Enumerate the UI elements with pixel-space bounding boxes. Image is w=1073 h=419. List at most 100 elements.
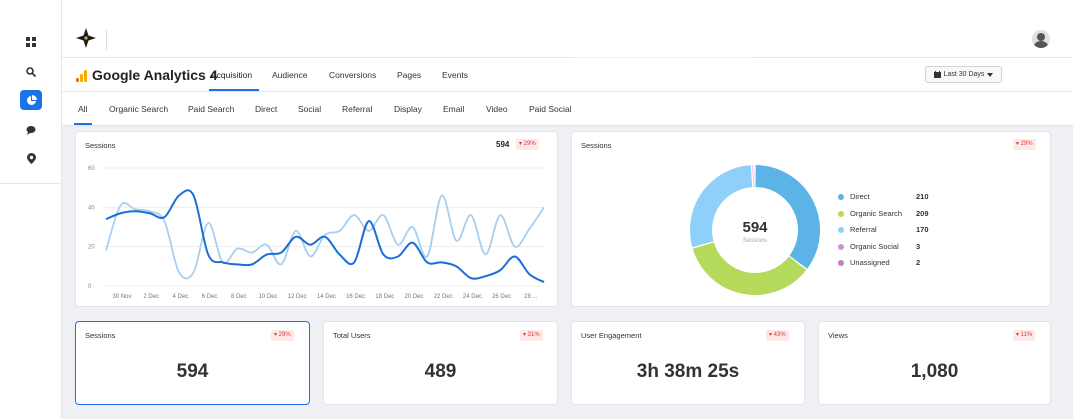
tab-pages[interactable]: Pages xyxy=(397,70,422,80)
sessions-total: 594 xyxy=(496,140,510,149)
channel-tabs: All Organic Search Paid Search Direct So… xyxy=(62,92,1073,126)
top-bar xyxy=(62,0,1073,58)
x-tick-label: 2 Dec xyxy=(143,294,159,300)
y-tick-label: 20 xyxy=(88,245,95,251)
calendar-icon xyxy=(933,71,941,78)
tab-audience[interactable]: Audience xyxy=(272,70,308,80)
report-nav: Google Analytics 4 Acquisition Audience … xyxy=(62,58,1073,92)
x-tick-label: 22 Dec xyxy=(434,294,453,300)
x-tick-label: 6 Dec xyxy=(202,294,218,300)
tab-direct[interactable]: Direct xyxy=(255,104,278,114)
user-avatar-icon[interactable] xyxy=(1032,30,1050,48)
tab-referral[interactable]: Referral xyxy=(342,104,373,114)
card-title: Sessions xyxy=(581,141,612,150)
y-tick-label: 60 xyxy=(88,166,95,172)
date-range-button[interactable]: Last 30 Days xyxy=(925,66,1002,83)
tab-events[interactable]: Events xyxy=(442,70,468,80)
tab-paid-social[interactable]: Paid Social xyxy=(529,104,572,114)
tab-paid-search[interactable]: Paid Search xyxy=(188,104,235,114)
kpi-value: 489 xyxy=(424,361,457,382)
legend-dot-icon xyxy=(838,227,844,233)
kpi-change-badge: ▾ 11% xyxy=(1013,330,1036,341)
donut-center-value: 594 xyxy=(742,219,768,236)
kpi-change-badge: ▾ 31% xyxy=(520,330,543,341)
rail-divider xyxy=(0,183,62,184)
legend-dot-icon xyxy=(838,210,844,217)
change-badge: ▾ 29% xyxy=(1013,139,1036,150)
card-title: Sessions xyxy=(85,141,116,150)
kpi-title: Total Users xyxy=(333,331,371,340)
legend-value: 170 xyxy=(916,225,929,234)
kpi-title: Views xyxy=(828,331,848,340)
tab-conversions[interactable]: Conversions xyxy=(329,70,377,80)
chat-icon[interactable] xyxy=(20,120,42,140)
grid-icon[interactable] xyxy=(20,32,42,52)
tab-organic-search[interactable]: Organic Search xyxy=(109,104,169,114)
legend-label: Unassigned xyxy=(850,258,890,267)
kpi-value: 594 xyxy=(176,361,209,382)
legend-dot-icon xyxy=(838,260,844,266)
legend-value: 2 xyxy=(916,258,921,267)
kpi-value: 3h 38m 25s xyxy=(636,361,740,382)
donut-slice-direct[interactable] xyxy=(755,165,820,269)
legend-label: Referral xyxy=(850,225,877,234)
left-rail xyxy=(0,0,62,419)
legend-label: Organic Social xyxy=(850,241,899,251)
tab-social[interactable]: Social xyxy=(298,104,322,114)
brand-logo-icon[interactable] xyxy=(76,28,96,53)
tab-display[interactable]: Display xyxy=(394,104,422,114)
analytics-bars-icon xyxy=(76,70,88,82)
sessions-donut-chart: 594 Sessions xyxy=(690,165,820,295)
legend-value: 3 xyxy=(916,241,921,251)
y-tick-label: 40 xyxy=(88,205,95,211)
header-rule-right xyxy=(752,57,1073,58)
logo-divider xyxy=(106,30,107,50)
x-tick-label: 10 Dec xyxy=(258,294,277,300)
legend-dot-icon xyxy=(838,243,844,250)
change-badge: ▾ 29% xyxy=(516,139,539,150)
tab-email[interactable]: Email xyxy=(443,104,465,114)
sessions-donut-card: Sessions ▾ 29% 594 Sessions Direct 210 Orga… xyxy=(571,131,1051,307)
x-tick-label: 28 ... xyxy=(524,294,538,300)
x-tick-label: 30 Nov xyxy=(112,294,131,300)
tab-acquisition[interactable]: Acquisition xyxy=(211,70,253,80)
donut-slice-referral[interactable] xyxy=(690,165,753,248)
legend-label: Direct xyxy=(850,192,870,201)
previous-period-line xyxy=(105,194,545,280)
kpi-card-user-engagement[interactable]: User Engagement ▾ 43% 3h 38m 25s xyxy=(571,321,805,405)
kpi-value: 1,080 xyxy=(910,361,959,382)
active-tab-indicator xyxy=(209,89,259,91)
x-tick-label: 12 Dec xyxy=(288,294,307,300)
pie-chart-icon[interactable] xyxy=(20,90,42,110)
legend-dot-icon xyxy=(838,194,844,200)
x-tick-label: 14 Dec xyxy=(317,294,336,300)
kpi-card-total-users[interactable]: Total Users ▾ 31% 489 xyxy=(323,321,558,405)
legend-label: Organic Search xyxy=(850,208,903,218)
x-tick-label: 20 Dec xyxy=(404,294,423,300)
kpi-title: Sessions xyxy=(85,331,116,340)
donut-center-label: Sessions xyxy=(743,238,767,244)
caret-down-icon xyxy=(987,72,994,77)
sessions-line-chart: 0 20 40 60 30 Nov 2 Dec 4 Dec 6 Dec 8 Dec 10 Dec 1… xyxy=(88,166,545,300)
legend-value: 210 xyxy=(916,192,929,201)
x-tick-label: 8 Dec xyxy=(231,294,247,300)
kpi-change-badge: ▾ 29% xyxy=(271,330,294,341)
main-area: Google Analytics 4 Acquisition Audience … xyxy=(62,0,1073,419)
current-period-line xyxy=(105,189,545,283)
kpi-card-views[interactable]: Views ▾ 11% 1,080 xyxy=(818,321,1051,405)
search-icon[interactable] xyxy=(20,62,42,82)
kpi-card-sessions[interactable]: Sessions ▾ 29% 594 xyxy=(75,321,310,405)
x-tick-label: 24 Dec xyxy=(463,294,482,300)
kpi-title: User Engagement xyxy=(581,331,642,340)
x-tick-label: 16 Dec xyxy=(346,294,365,300)
location-icon[interactable] xyxy=(20,148,42,168)
tab-video[interactable]: Video xyxy=(486,104,508,114)
active-channel-indicator xyxy=(74,123,92,125)
donut-slice-organic-search[interactable] xyxy=(692,241,807,295)
sessions-line-card: Sessions 594 ▾ 29% 0 20 40 60 30 Nov 2 Dec 4 D… xyxy=(75,131,558,307)
x-tick-label: 18 Dec xyxy=(375,294,394,300)
header-rule-left xyxy=(62,57,572,58)
tab-all[interactable]: All xyxy=(78,104,88,114)
x-tick-label: 26 Dec xyxy=(492,294,511,300)
app-title: Google Analytics 4 xyxy=(92,67,218,83)
